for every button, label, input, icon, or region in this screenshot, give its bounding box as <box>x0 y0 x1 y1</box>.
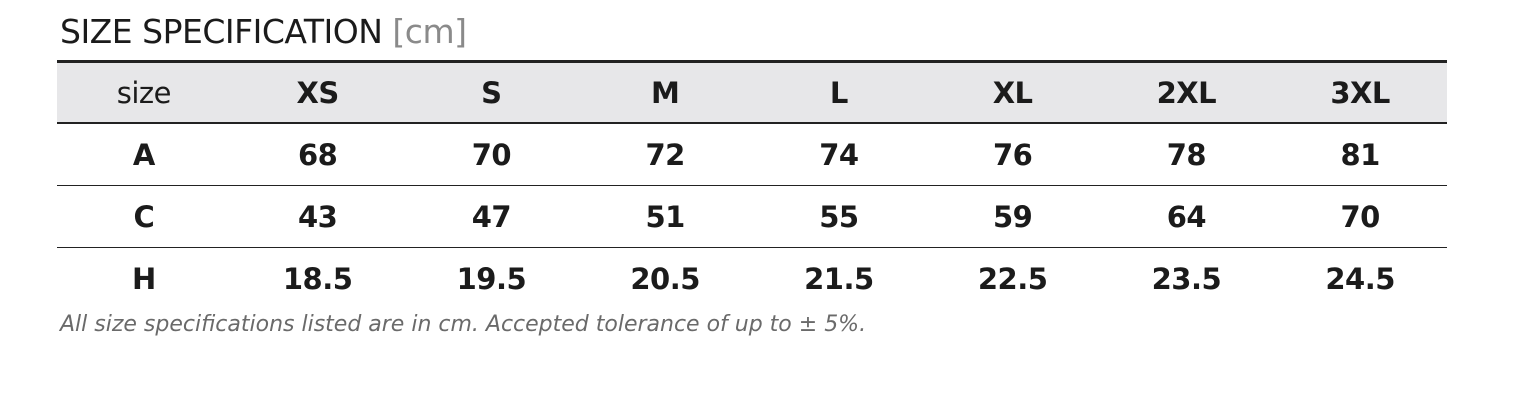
table-cell: 68 <box>297 137 338 172</box>
row-label: H <box>131 261 156 296</box>
column-header: XS <box>296 75 340 110</box>
table-row: A 68 70 72 74 76 78 81 <box>57 123 1447 186</box>
table-cell: 24.5 <box>1325 261 1395 296</box>
size-table: size XS S M L XL 2XL 3XL A 68 70 72 74 76 78 81 C 43 47 51… <box>57 60 1447 309</box>
table-cell: 21.5 <box>804 261 874 296</box>
table-cell: 19.5 <box>456 261 527 296</box>
header-row: size XS S M L XL 2XL 3XL <box>57 61 1447 123</box>
table-cell: 23.5 <box>1151 261 1222 296</box>
table-cell: 22.5 <box>977 261 1048 296</box>
column-header: size <box>116 75 172 110</box>
column-header: M <box>650 75 680 110</box>
table-row: H 18.5 19.5 20.5 21.5 22.5 23.5 24.5 <box>57 248 1447 310</box>
title-text: SIZE SPECIFICATION <box>60 12 383 51</box>
column-header: L <box>829 75 848 110</box>
table-cell: 64 <box>1166 199 1207 234</box>
table-cell: 76 <box>992 137 1033 172</box>
table-body: A 68 70 72 74 76 78 81 C 43 47 51 55 59 64 70 H 18.5 19.5 2… <box>57 123 1447 309</box>
table-cell: 78 <box>1166 137 1207 172</box>
unit: [cm] <box>392 12 467 51</box>
column-header: S <box>481 75 502 110</box>
table-head: size XS S M L XL 2XL 3XL <box>57 61 1447 123</box>
footnote: All size specifications listed are in cm… <box>60 312 867 337</box>
table-cell: 72 <box>645 137 685 172</box>
table-cell: 43 <box>297 199 338 234</box>
row-label: C <box>133 199 155 234</box>
table-cell: 74 <box>819 137 859 172</box>
table-cell: 51 <box>645 199 685 234</box>
table-cell: 20.5 <box>630 261 700 296</box>
table-cell: 47 <box>471 199 512 234</box>
column-header: 3XL <box>1330 75 1390 110</box>
table-cell: 81 <box>1340 137 1380 172</box>
column-header: 2XL <box>1156 75 1217 110</box>
table-cell: 70 <box>471 137 512 172</box>
row-label: A <box>132 137 155 172</box>
table-cell: 59 <box>992 199 1033 234</box>
title: SIZE SPECIFICATION [cm] <box>60 12 467 51</box>
table-cell: 55 <box>819 199 859 234</box>
table-cell: 70 <box>1340 199 1380 234</box>
column-header: XL <box>992 75 1033 110</box>
table-cell: 18.5 <box>282 261 353 296</box>
table-row: C 43 47 51 55 59 64 70 <box>57 186 1447 248</box>
